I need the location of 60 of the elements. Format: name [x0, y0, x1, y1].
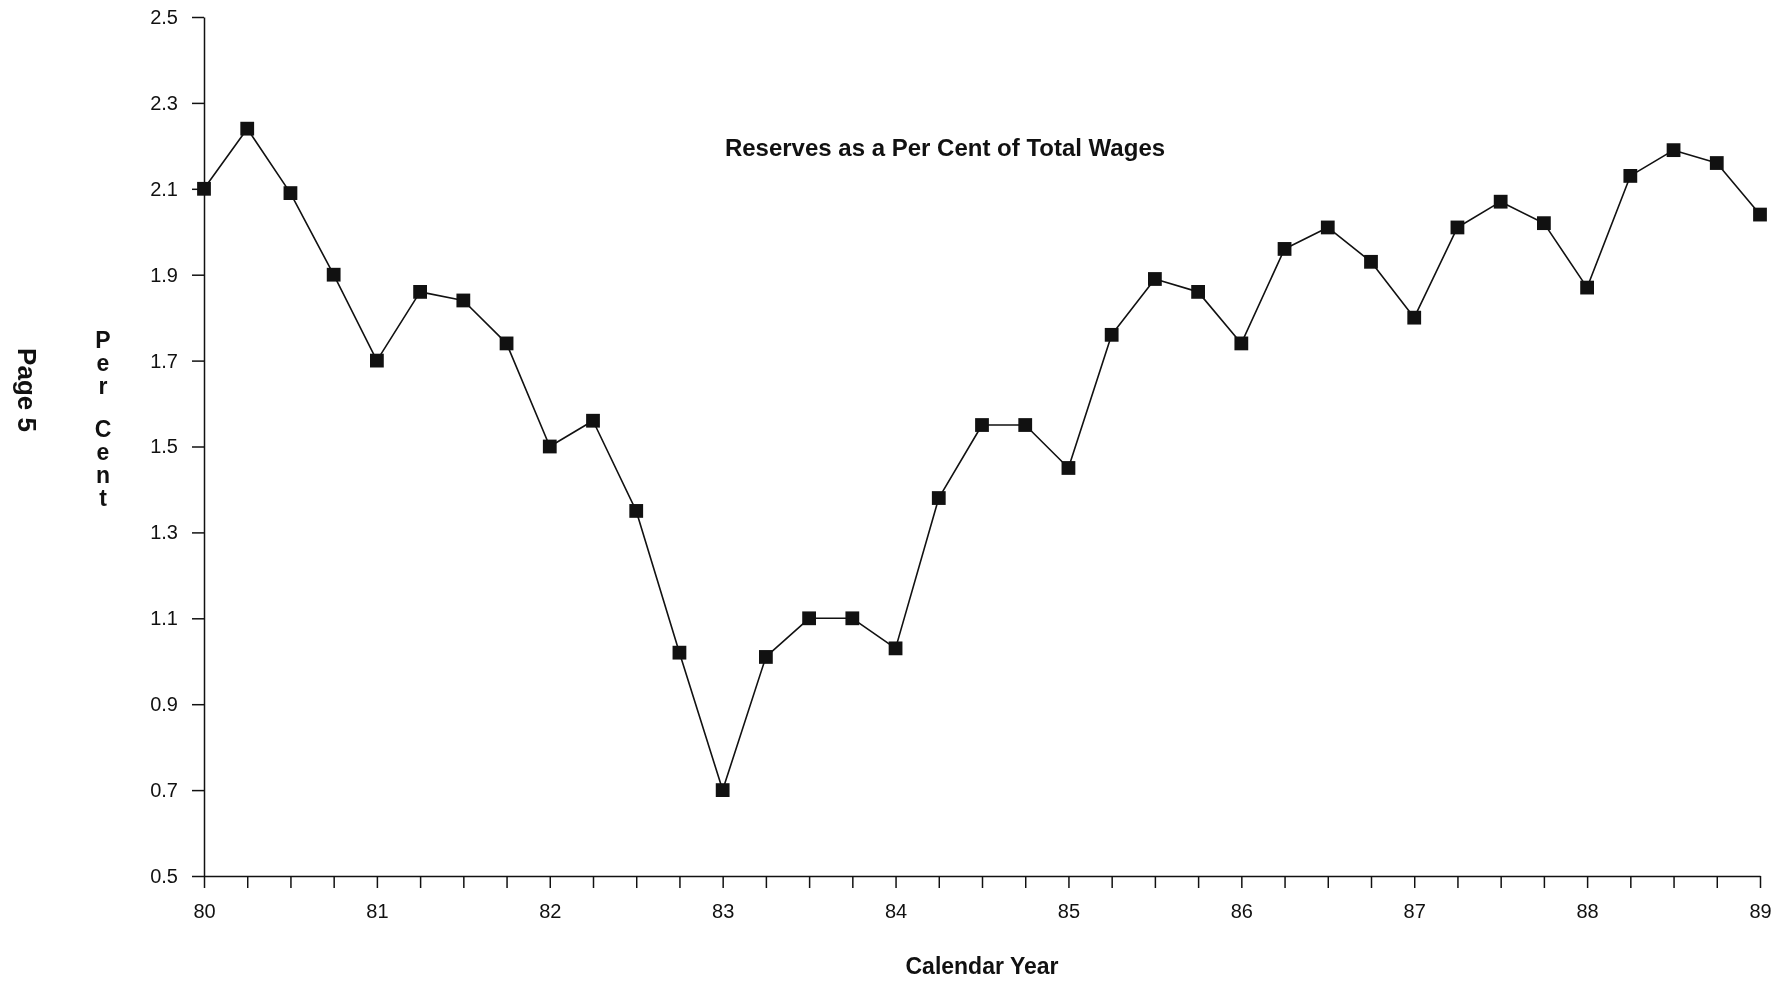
point	[629, 504, 644, 518]
y-axis-title: Per Cent	[94, 327, 112, 511]
point	[845, 611, 860, 626]
point	[1234, 336, 1249, 351]
text: Page 5	[12, 348, 42, 432]
point	[1407, 310, 1422, 325]
x-tick-label: 82	[539, 900, 562, 923]
y-tick-label: 1.9	[150, 263, 178, 286]
x-tick-label: 88	[1576, 900, 1599, 923]
point	[672, 645, 687, 660]
x-tick-label: 80	[193, 900, 216, 923]
point	[1623, 169, 1638, 183]
point	[975, 418, 989, 432]
x-tick-label: 81	[366, 900, 389, 923]
point	[1277, 242, 1292, 256]
point	[1191, 284, 1205, 299]
x-tick-label: 86	[1230, 900, 1253, 923]
point	[1018, 418, 1033, 432]
point	[802, 611, 816, 626]
x-tick-label: 87	[1403, 900, 1426, 923]
point	[888, 641, 903, 656]
y-tick-label: 0.5	[150, 864, 178, 887]
x-tick-label: 83	[712, 900, 735, 923]
point	[586, 413, 600, 428]
point	[1061, 461, 1076, 475]
y-tick-label: 2.5	[150, 5, 178, 28]
point	[413, 284, 427, 299]
point	[931, 491, 946, 505]
point	[542, 439, 557, 454]
point	[456, 293, 471, 308]
point	[1753, 207, 1767, 222]
point	[1580, 280, 1594, 295]
point	[1148, 272, 1162, 286]
point	[240, 121, 255, 136]
point	[1104, 327, 1119, 342]
point	[1537, 216, 1551, 231]
point	[1320, 220, 1335, 235]
point	[1666, 143, 1681, 158]
point	[759, 650, 773, 664]
text: Reserves as a Per Cent of Total Wages	[724, 134, 1166, 161]
point	[715, 783, 730, 797]
x-tick-label: 85	[1057, 900, 1081, 923]
point	[1493, 194, 1508, 209]
x-tick-label: 89	[1749, 900, 1772, 923]
y-tick-label: 1.1	[150, 607, 178, 630]
point	[1709, 156, 1724, 170]
y-tick-label: 1.7	[150, 349, 178, 372]
y-tick-label: 1.3	[150, 521, 178, 544]
y-tick-label: 2.3	[150, 91, 178, 114]
point	[326, 267, 341, 282]
point	[1364, 254, 1378, 269]
y-tick-label: 0.7	[150, 779, 178, 801]
y-tick-label: 1.5	[150, 435, 178, 458]
y-tick-label: 0.9	[150, 693, 178, 716]
point	[197, 181, 211, 196]
y-tick-label: 2.1	[150, 177, 178, 200]
point	[283, 186, 298, 200]
x-axis-title: Calendar Year	[905, 953, 1059, 979]
x-tick-label: 84	[884, 900, 908, 923]
point	[370, 353, 384, 368]
